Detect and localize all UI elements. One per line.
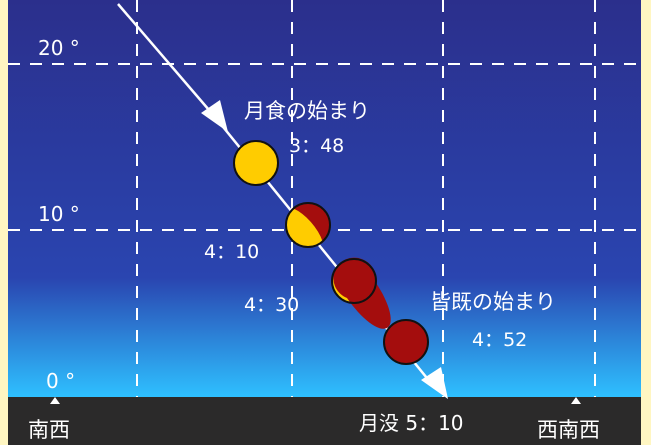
totality-start-label: 皆既の始まり bbox=[430, 290, 556, 314]
direction-label-sw: 南西 bbox=[28, 418, 70, 442]
eclipse-start-label: 月食の始まり bbox=[244, 99, 370, 123]
path-arrowhead-upper bbox=[201, 100, 228, 132]
moonset-label: 月没 5：10 bbox=[359, 411, 464, 435]
moon-430 bbox=[331, 257, 391, 329]
moon-348 bbox=[233, 140, 279, 186]
time-label-410: 4：10 bbox=[204, 241, 259, 263]
sky bbox=[8, 0, 641, 397]
moon-410 bbox=[285, 202, 331, 248]
direction-marker-wsw bbox=[571, 397, 581, 404]
time-label-348: 3：48 bbox=[289, 135, 344, 157]
altitude-label-10: 10 ° bbox=[38, 202, 80, 226]
direction-marker-sw bbox=[50, 397, 60, 404]
altitude-label-20: 20 ° bbox=[38, 36, 80, 60]
time-label-430: 4：30 bbox=[244, 294, 299, 316]
path-arrowhead-lower bbox=[421, 367, 448, 399]
moon-452 bbox=[383, 319, 429, 365]
path-seg-1 bbox=[117, 3, 216, 118]
altitude-label-0: 0 ° bbox=[46, 369, 75, 393]
direction-label-wsw: 西南西 bbox=[537, 418, 600, 442]
ground-strip bbox=[8, 397, 641, 445]
time-label-452: 4：52 bbox=[472, 329, 527, 351]
